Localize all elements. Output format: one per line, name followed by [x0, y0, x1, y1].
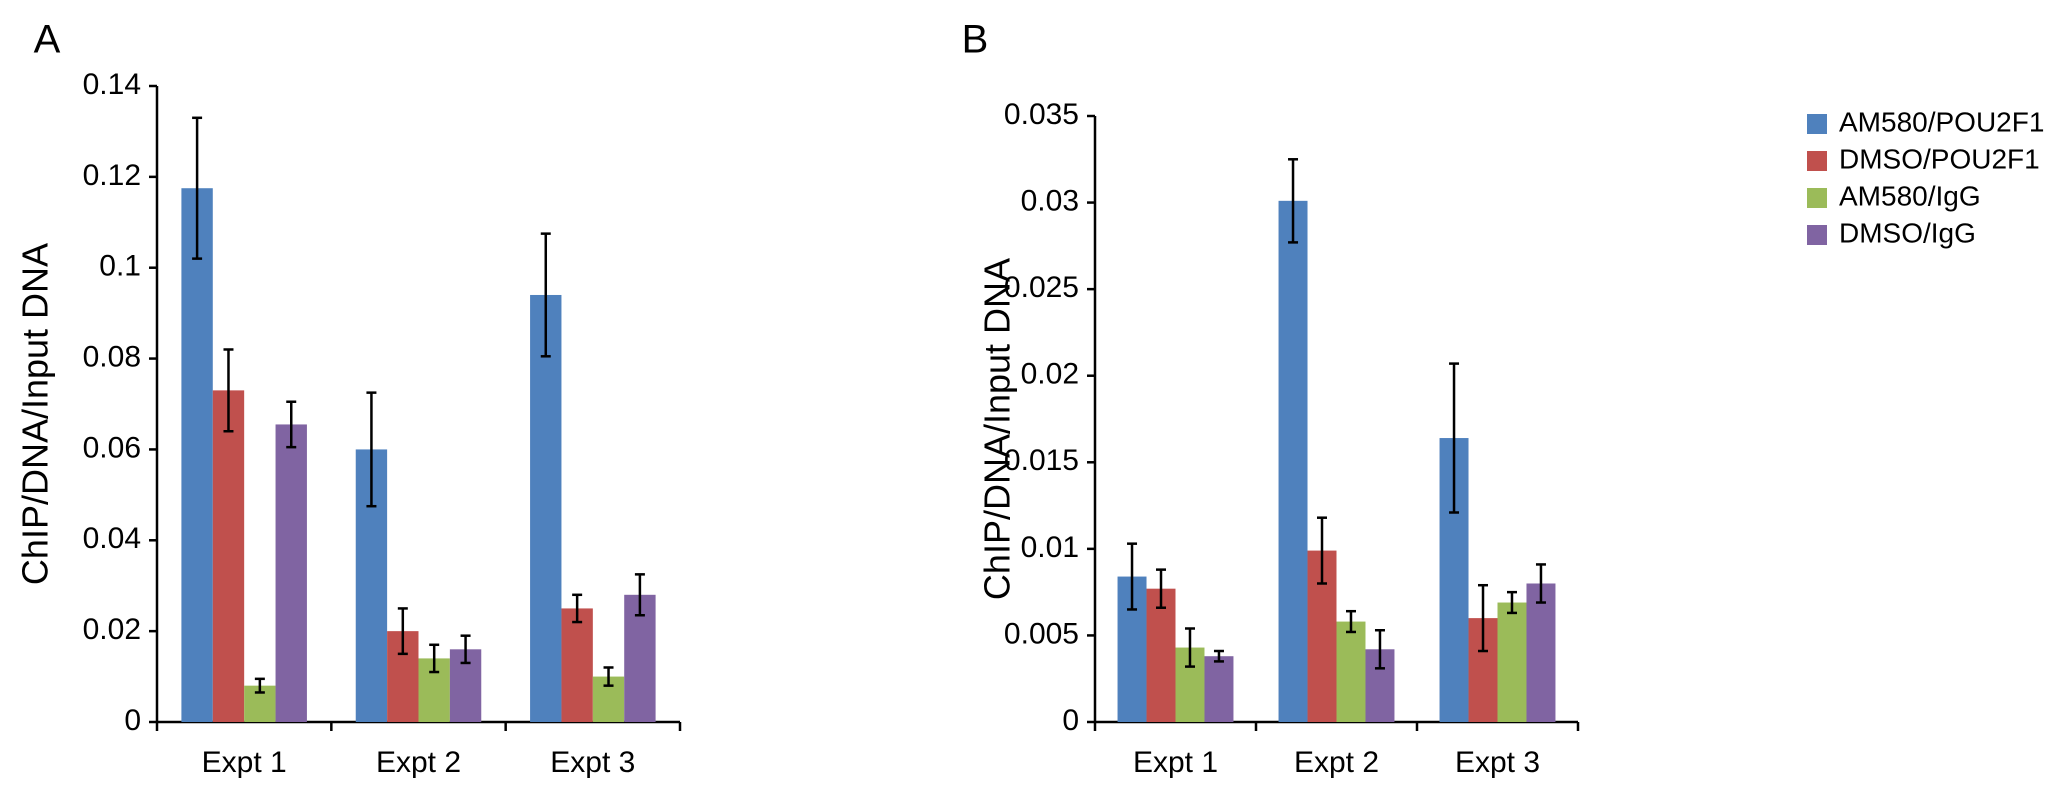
- legend-label: AM580/POU2F1: [1839, 106, 2044, 137]
- y-tick-label: 0.06: [83, 431, 141, 464]
- bar-am580-igg: [1336, 621, 1366, 722]
- y-tick-label: 0.04: [83, 522, 141, 555]
- bar-am580-igg: [1497, 602, 1527, 722]
- bar-dmso-igg: [1526, 583, 1556, 722]
- y-axis-title: ChIP/DNA/Input DNA: [977, 258, 1018, 600]
- y-tick-label: 0.08: [83, 340, 141, 373]
- chart-panel-a: A 0 0.02 0.04 0.06 0.08 0.1 0.12 0.14 ChIP/DNA/In…: [15, 18, 682, 779]
- y-tick-label: 0.03: [1021, 184, 1079, 217]
- bar-dmso-igg: [275, 424, 307, 722]
- y-tick-label: 0.02: [83, 613, 141, 646]
- x-tick-label: Expt 2: [1294, 746, 1379, 779]
- y-tick-label: 0.01: [1021, 531, 1079, 564]
- bar-am580-pou2f1: [1278, 200, 1308, 723]
- bar-am580-pou2f1: [530, 294, 562, 722]
- bar-dmso-pou2f1: [212, 390, 245, 722]
- y-tick-label: 0.14: [83, 68, 141, 101]
- bar-am580-pou2f1: [181, 188, 213, 722]
- x-tick-label: Expt 3: [1455, 746, 1540, 779]
- panel-letter: A: [34, 18, 61, 62]
- legend-swatch: [1807, 188, 1827, 208]
- bar-dmso-igg: [1204, 656, 1234, 722]
- y-tick-label: 0: [1062, 704, 1079, 737]
- y-tick-label: 0: [124, 704, 141, 737]
- legend-label: AM580/IgG: [1839, 180, 1981, 211]
- legend-swatch: [1807, 114, 1827, 134]
- y-tick-label: 0.015: [1004, 444, 1079, 477]
- y-tick-label: 0.02: [1021, 358, 1079, 391]
- y-tick-label: 0.005: [1004, 617, 1079, 650]
- y-tick-label: 0.025: [1004, 271, 1079, 304]
- y-tick-label: 0.1: [99, 250, 141, 283]
- y-axis-title: ChIP/DNA/Input DNA: [15, 243, 56, 585]
- chart-panel-b: B 0 0.005 0.01 0.015 0.02 0.025 0.03 0.035 ChIP/D…: [962, 18, 2045, 779]
- x-tick-label: Expt 1: [202, 746, 287, 779]
- x-tick-label: Expt 2: [376, 746, 461, 779]
- y-tick-label: 0.12: [83, 159, 141, 192]
- y-tick-label: 0.035: [1004, 98, 1079, 131]
- bar-dmso-pou2f1: [1146, 588, 1176, 722]
- bar-dmso-pou2f1: [561, 608, 593, 722]
- x-tick-label: Expt 1: [1133, 746, 1218, 779]
- legend-label: DMSO/IgG: [1839, 217, 1976, 248]
- legend: AM580/POU2F1 DMSO/POU2F1 AM580/IgG DMSO/IgG: [1807, 106, 2044, 248]
- legend-swatch: [1807, 151, 1827, 171]
- legend-swatch: [1807, 225, 1827, 245]
- x-tick-label: Expt 3: [550, 746, 635, 779]
- panel-letter: B: [962, 18, 989, 62]
- legend-label: DMSO/POU2F1: [1839, 143, 2040, 174]
